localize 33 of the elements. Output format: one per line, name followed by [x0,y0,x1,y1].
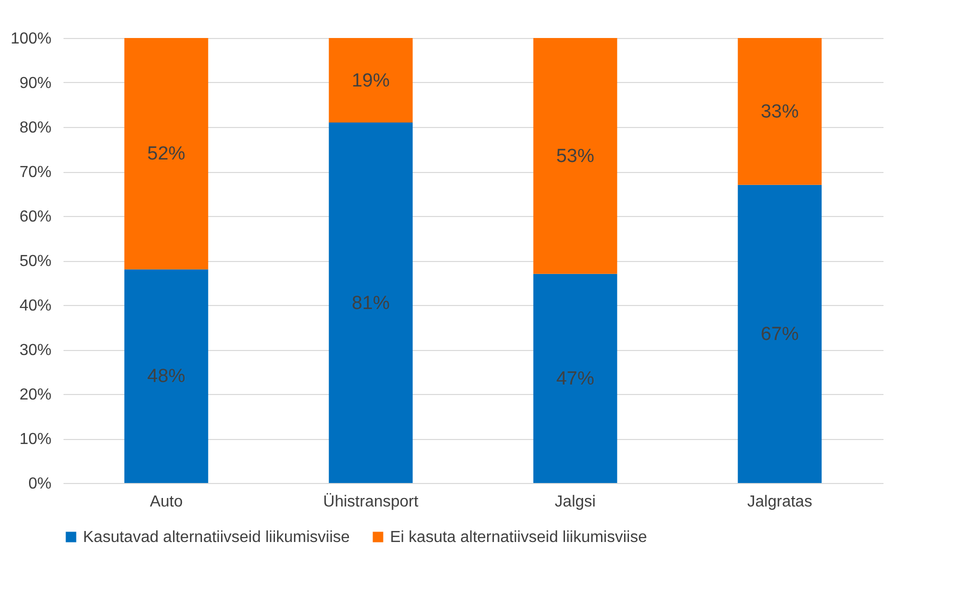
bar [328,122,413,483]
y-tick-label: 20% [19,386,52,404]
bar [328,38,413,123]
y-tick-label: 0% [28,476,52,492]
data-label: 53% [556,146,594,167]
y-tick-label: 60% [19,208,52,226]
data-label: 19% [352,70,390,92]
bar [738,38,822,185]
bar [124,269,208,483]
legend-label: Ei kasuta alternatiivseid liikumisviise [390,529,648,546]
data-label: 33% [760,101,799,122]
y-tick-label: 100% [10,30,52,48]
x-tick-label: Auto [150,494,183,510]
y-tick-label: 90% [19,75,52,92]
y-tick-label: 80% [19,120,52,136]
data-label: 52% [147,144,186,165]
y-tick-label: 50% [19,253,52,270]
bar [533,274,618,483]
y-tick-label: 70% [19,164,52,181]
legend-label: Kasutavad alternatiivseid liikumisviise [83,529,350,546]
y-tick-label: 10% [19,431,52,448]
x-tick-label: Jalgratas [747,494,812,510]
data-label: 67% [760,324,799,345]
data-label: 81% [352,292,390,314]
data-label: 47% [556,368,594,390]
bar [738,184,822,483]
bar [533,38,618,274]
x-tick-label: Ühistransport [323,492,419,510]
x-tick-label: Jalgsi [554,494,596,510]
y-tick-label: 30% [19,342,52,359]
data-label: 48% [147,366,186,388]
bar [124,38,208,270]
y-tick-label: 40% [19,298,52,314]
